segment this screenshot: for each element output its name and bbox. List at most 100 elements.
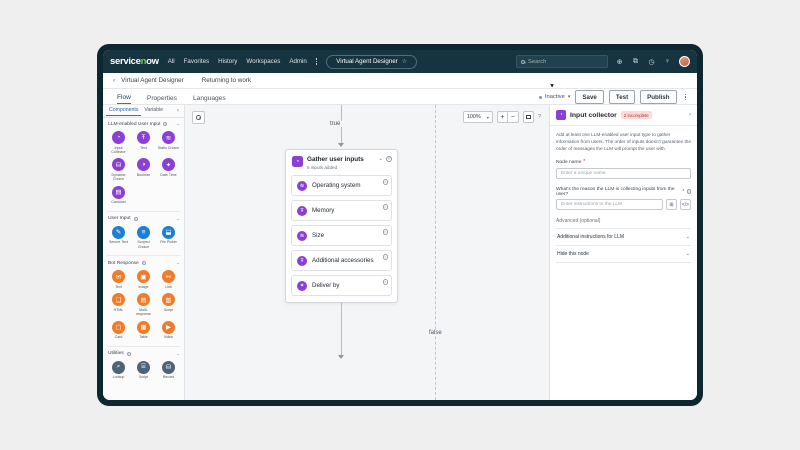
nav-item-favorites[interactable]: Favorites: [183, 58, 210, 65]
chevron-down-icon[interactable]: ⌄: [378, 156, 383, 162]
remove-input-icon[interactable]: ×: [382, 229, 388, 235]
palette-item-multi-response[interactable]: ▤ Multi-response: [131, 292, 156, 317]
palette-item-scoped-choice[interactable]: ≡ Scoped Choice: [131, 225, 156, 250]
node-input-row-deliver-by[interactable]: ✦ Deliver by ×: [291, 275, 392, 297]
palette-item-input-collector[interactable]: ◔ Input Collector: [106, 130, 131, 155]
nav-item-all[interactable]: All: [167, 58, 175, 65]
palette-item-boolean[interactable]: ◑ Boolean: [131, 157, 156, 182]
help-icon[interactable]: ?: [686, 189, 691, 195]
info-icon[interactable]: i: [141, 261, 146, 266]
script-editor-button[interactable]: </>: [680, 199, 691, 211]
servicenow-logo[interactable]: servicenow: [110, 56, 159, 67]
palette-item-script[interactable]: ▥ Script: [156, 292, 181, 317]
palette-item-html[interactable]: ❏ HTML: [106, 292, 131, 317]
zoom-in-button[interactable]: +: [496, 111, 508, 123]
breadcrumb-parent[interactable]: Virtual Agent Designer: [121, 77, 184, 84]
favorite-star-icon[interactable]: ☆: [401, 59, 408, 65]
node-input-row-operating-system[interactable]: ≋ Operating system ×: [291, 175, 392, 197]
palette-section-header-bot-response[interactable]: Bot Response i ⌄: [103, 257, 184, 268]
globe-icon[interactable]: ⊕: [616, 58, 623, 66]
node-input-row-size[interactable]: ≋ Size ×: [291, 225, 392, 247]
palette-section-header-utilities[interactable]: Utilities i ⌄: [103, 348, 184, 359]
info-icon[interactable]: i: [126, 351, 131, 356]
insert-variable-button[interactable]: ⊞: [666, 199, 677, 211]
palette-item-static-choice[interactable]: ≋ Static Choice: [156, 130, 181, 155]
palette-item-secure-text[interactable]: ✎ Secure Text: [106, 225, 131, 250]
test-button[interactable]: Test: [608, 90, 636, 104]
state-selector[interactable]: Inactive ▾: [538, 94, 570, 100]
main-tab-strip: Flow Properties Languages: [103, 89, 697, 105]
accordion-hide-this-node[interactable]: Hide this node ⌄: [556, 245, 691, 264]
apps-icon[interactable]: ⧉: [633, 57, 638, 65]
chevron-down-icon[interactable]: ⌄: [176, 215, 180, 221]
reason-input[interactable]: Enter instructions to the LLM: [556, 199, 663, 211]
palette-item-link[interactable]: ⚯ Link: [156, 269, 181, 290]
palette-item-dynamic-choice[interactable]: ⛁ Dynamic Choice: [106, 157, 131, 182]
required-asterisk: *: [682, 188, 685, 195]
chevron-down-icon[interactable]: ⌄: [176, 121, 180, 126]
palette-collapse-icon[interactable]: ‹: [177, 108, 179, 114]
nav-more-icon[interactable]: [315, 58, 318, 65]
app-title-pill[interactable]: Virtual Agent Designer ☆: [326, 54, 418, 69]
palette-item-utility-script[interactable]: ⌸ Script: [131, 360, 156, 381]
user-avatar[interactable]: [679, 56, 690, 67]
chevron-down-icon[interactable]: ⌄: [176, 350, 180, 356]
canvas-help-icon[interactable]: ?: [537, 114, 541, 120]
zoom-level-value: 100%: [466, 114, 481, 120]
palette-item-date-time[interactable]: ✦ Date Time: [156, 157, 181, 182]
palette-item-table[interactable]: ▦ Table: [131, 320, 156, 341]
node-header-actions: ⌄ ×: [378, 156, 392, 162]
info-icon[interactable]: i: [133, 216, 138, 221]
zoom-level-select[interactable]: 100% ▾: [462, 111, 493, 123]
palette-section-title: User Input: [108, 216, 131, 222]
palette-item-carousel[interactable]: ▤ Carousel: [106, 185, 131, 206]
publish-button[interactable]: Publish: [640, 90, 677, 104]
palette-item-label: Image: [138, 284, 149, 289]
node-input-row-additional-accessories[interactable]: Ŧ Additional accessories ×: [291, 250, 392, 272]
palette-item-record[interactable]: ⛁ Record: [156, 360, 181, 381]
global-search-input[interactable]: Search: [516, 55, 608, 68]
palette-item-image[interactable]: ▣ Image: [131, 269, 156, 290]
component-palette: Components Variable ‹ LLM-enabled User I…: [103, 105, 185, 400]
node-close-icon[interactable]: ×: [386, 156, 392, 162]
breadcrumb-back-icon[interactable]: ‹: [113, 77, 116, 84]
nav-item-history[interactable]: History: [218, 58, 238, 65]
save-button[interactable]: Save: [575, 90, 604, 104]
properties-panel-body: Add at least one LLM-enabled user input …: [550, 126, 697, 268]
palette-item-card[interactable]: ▢ Card: [106, 320, 131, 341]
remove-input-icon[interactable]: ×: [382, 254, 388, 260]
palette-section-header-llm-input[interactable]: LLM-enabled User Input i ⌄: [103, 118, 184, 129]
panel-collapse-icon[interactable]: ›: [689, 112, 691, 118]
tab-languages[interactable]: Languages: [192, 94, 226, 102]
remove-input-icon[interactable]: ×: [382, 204, 388, 210]
node-input-row-memory[interactable]: Ŧ Memory ×: [291, 200, 392, 222]
palette-item-lookup[interactable]: ⌕ Lookup: [106, 360, 131, 381]
help-icon[interactable]: ♀: [664, 58, 671, 65]
palette-item-video[interactable]: ▶ Video: [156, 320, 181, 341]
palette-tab-variable[interactable]: Variable: [144, 107, 164, 113]
clock-icon[interactable]: ◷: [648, 58, 655, 66]
nav-item-workspaces[interactable]: Workspaces: [246, 58, 281, 65]
more-actions-icon[interactable]: [682, 92, 690, 103]
remove-input-icon[interactable]: ×: [382, 179, 388, 185]
palette-section-header-user-input[interactable]: User Input i ⌄: [103, 213, 184, 224]
info-icon[interactable]: i: [163, 122, 168, 126]
branch-label-true: true: [328, 121, 343, 127]
palette-item-file-picker[interactable]: ⬓ File Picker: [156, 225, 181, 250]
tab-properties[interactable]: Properties: [146, 94, 177, 102]
flow-node-gather-user-inputs[interactable]: ◔ Gather user inputs 5 inputs added ⌄ × …: [285, 149, 398, 304]
accordion-additional-instructions[interactable]: Additional instructions for LLM ⌄: [556, 228, 691, 245]
chevron-down-icon[interactable]: ⌄: [176, 260, 180, 266]
tab-flow[interactable]: Flow: [117, 94, 131, 104]
zoom-out-button[interactable]: −: [507, 111, 519, 123]
node-name-input[interactable]: Enter a unique name: [556, 167, 691, 179]
remove-input-icon[interactable]: ×: [382, 279, 388, 285]
palette-tab-components[interactable]: Components: [106, 107, 142, 116]
fit-to-screen-button[interactable]: [522, 111, 534, 123]
nav-item-admin[interactable]: Admin: [289, 58, 307, 65]
flow-canvas[interactable]: 100% ▾ + − ? true: [185, 105, 549, 400]
canvas-search-button[interactable]: [192, 111, 205, 124]
palette-item-bot-text[interactable]: ✉ Text: [106, 269, 131, 290]
required-asterisk: *: [583, 159, 586, 166]
palette-item-text[interactable]: Ŧ Text: [131, 130, 156, 155]
